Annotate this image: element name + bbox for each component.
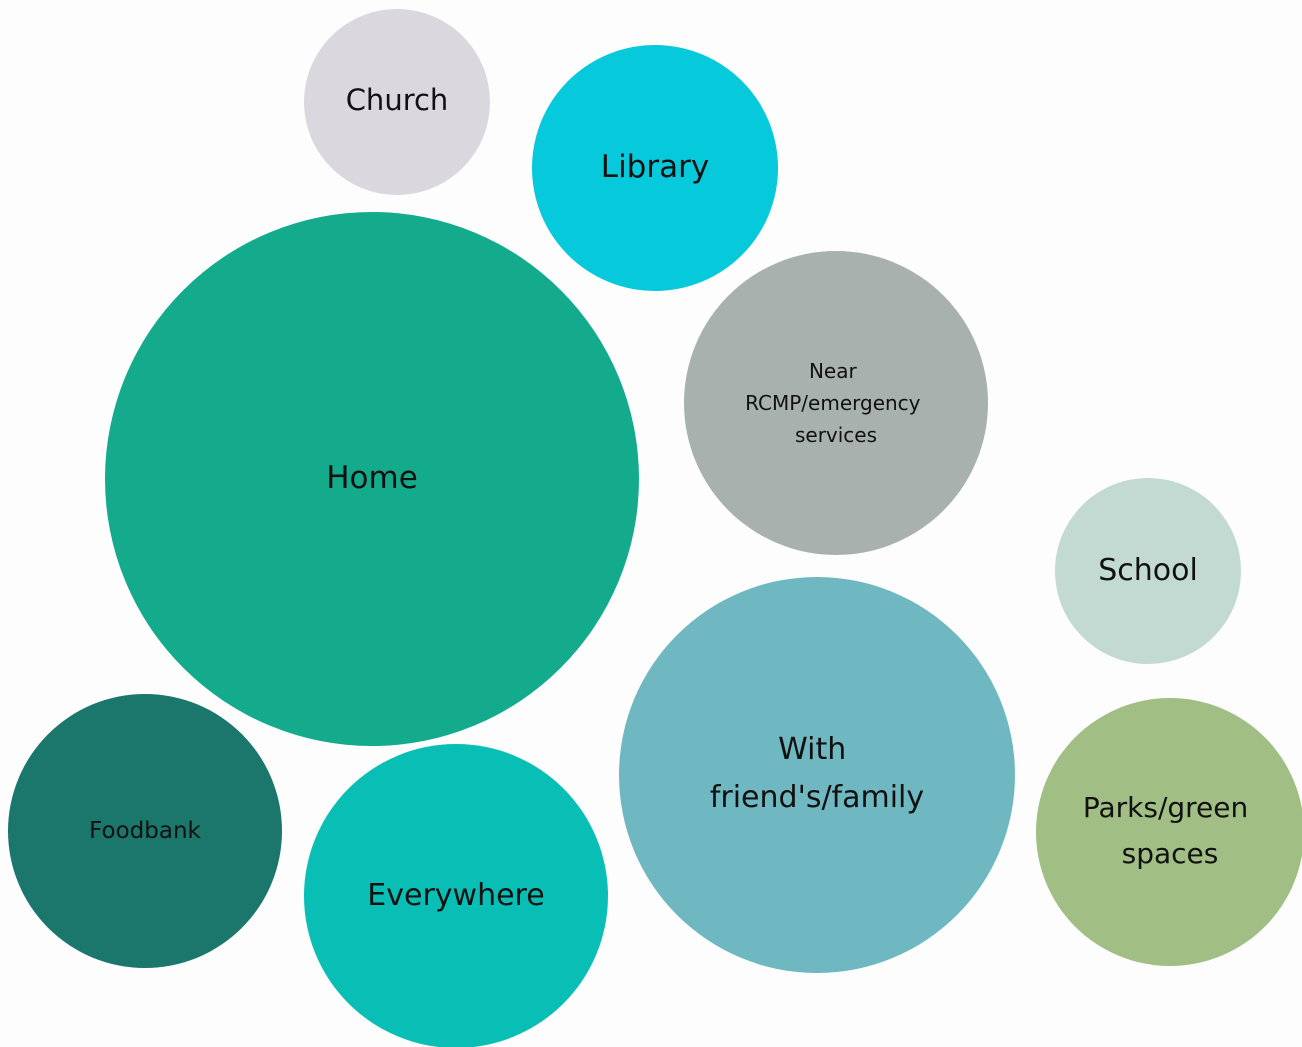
bubble-label: Near RCMP/emergency services [745, 359, 927, 447]
bubble [532, 45, 778, 291]
bubble-label: Foodbank [89, 818, 201, 844]
bubble-label: School [1098, 553, 1198, 588]
label-line: Near [809, 359, 858, 383]
bubble [304, 744, 608, 1047]
bubble [304, 9, 490, 195]
label-line: Home [326, 460, 418, 496]
bubble [1036, 698, 1302, 966]
label-line: Everywhere [367, 878, 544, 913]
label-line: Foodbank [89, 818, 201, 844]
bubble [105, 212, 639, 746]
bubble-label: Parks/green spaces [1083, 791, 1257, 870]
label-line: spaces [1122, 837, 1219, 870]
label-line: RCMP/emergency [745, 391, 921, 415]
bubble-label: Home [326, 460, 418, 496]
bubble-label: Church [346, 83, 449, 117]
label-line: Church [346, 83, 449, 117]
bubble-label: With friend's/family [710, 732, 924, 815]
bubble-label: Everywhere [367, 878, 544, 913]
label-line: Library [601, 149, 709, 185]
label-line: services [795, 423, 877, 447]
label-line: With [778, 732, 846, 767]
bubble [1055, 478, 1241, 664]
bubble [619, 577, 1015, 973]
label-line: friend's/family [710, 780, 924, 815]
label-line: Parks/green [1083, 791, 1248, 824]
bubble [684, 251, 988, 555]
bubble [8, 694, 282, 968]
label-line: School [1098, 553, 1198, 588]
bubble-label: Library [601, 149, 709, 185]
